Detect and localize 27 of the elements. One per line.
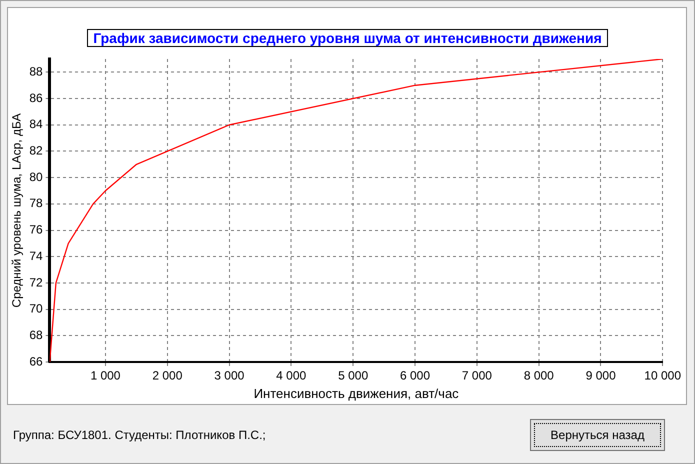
y-axis-title: Средний уровень шума, LАср, дБА (10, 113, 24, 308)
x-tick-label: 6 000 (400, 368, 430, 383)
text: Группа: БСУ1801. Студенты: Плотников П.С.; (13, 428, 266, 442)
y-tick-label: 82 (29, 144, 44, 158)
back-button: Вернуться назад (530, 419, 665, 451)
y-tick-label: 80 (29, 170, 44, 184)
y-tick-label: 68 (29, 328, 44, 342)
chart-title: График зависимости среднего уровня шума от интенсивности движения (87, 29, 608, 47)
y-tick-label: 74 (29, 248, 44, 263)
y-tick-label: 76 (29, 222, 44, 237)
x-tick-label: 8 000 (524, 368, 554, 383)
x-tick-label: 10 000 (644, 368, 682, 383)
y-tick-label: 72 (29, 275, 44, 290)
y-tick-label: 86 (29, 90, 44, 105)
y-tick-label: 84 (29, 117, 44, 132)
x-tick-label: 5 000 (338, 368, 368, 383)
x-tick-label: 1 000 (90, 368, 121, 383)
y-tick-label: 70 (29, 302, 44, 316)
x-tick-label: 9 000 (586, 368, 616, 383)
y-tick-label: 88 (29, 64, 44, 78)
x-tick-label: 3 000 (214, 368, 245, 383)
y-tick-label: 66 (29, 354, 44, 368)
x-tick-label: 7 000 (462, 368, 492, 383)
x-tick-label: 2 000 (152, 368, 183, 383)
y-tick-label: 78 (29, 196, 44, 210)
x-tick-label: 4 000 (276, 368, 307, 383)
x-axis-title: Интенсивность движения, авт/час (254, 386, 460, 401)
